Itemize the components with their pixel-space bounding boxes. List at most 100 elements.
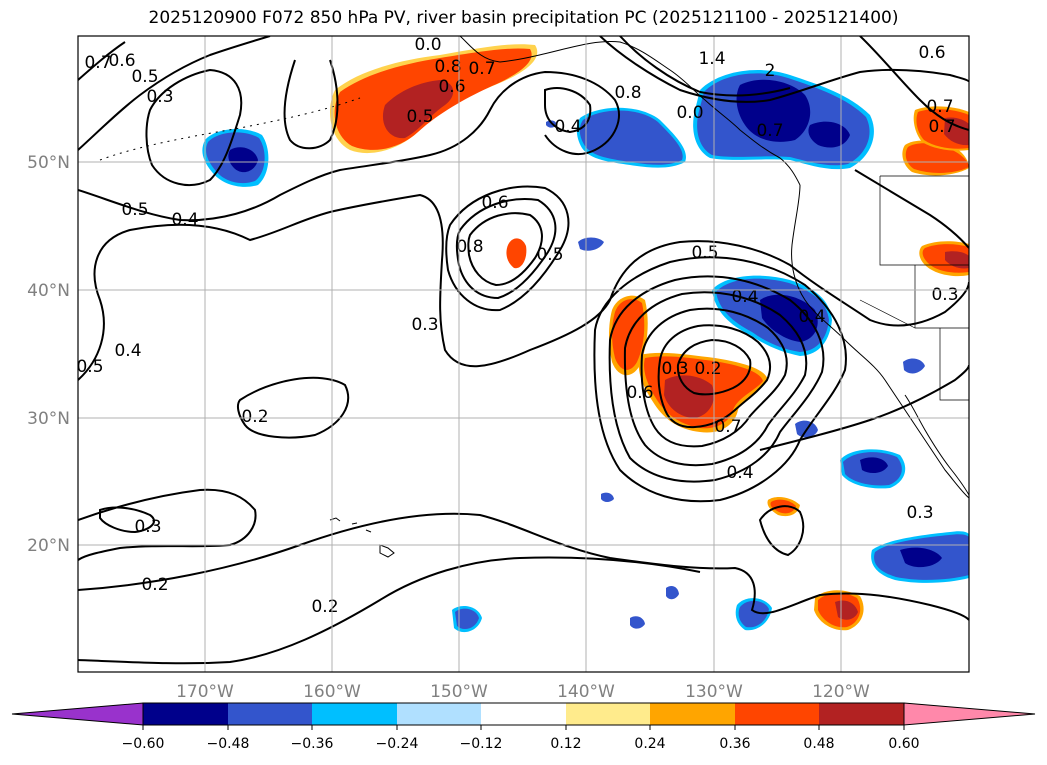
- pv-contour: [467, 212, 543, 287]
- colorbar-segment: [481, 703, 566, 725]
- colorbar-segment: [819, 703, 904, 725]
- pv-contour: [759, 364, 969, 451]
- colorbar-tick-label: 0.36: [719, 736, 750, 752]
- contour-label: 0.4: [171, 210, 198, 230]
- contour-label: 1.4: [698, 49, 725, 69]
- colorbar-segment: [312, 703, 397, 725]
- colorbar-segment: [566, 703, 650, 725]
- precip-area: [903, 358, 925, 374]
- contour-label: 0.7: [926, 97, 953, 117]
- pv-contour: [657, 324, 771, 429]
- contour-label: 0.7: [468, 59, 495, 79]
- colorbar-extend-low: [11, 702, 144, 726]
- contour-label: 0.5: [536, 245, 563, 265]
- contour-label: 0.7: [84, 53, 111, 73]
- pv-contour: [283, 59, 339, 150]
- precip-area: [228, 147, 258, 173]
- lon-label: 120°W: [812, 682, 870, 702]
- colorbar-segment: [650, 703, 735, 725]
- precip-area: [944, 117, 969, 146]
- contour-labels: 0.7 0.6 0.5 0.3 0.5 0.4 0.0 0.8 0.7 0.6 …: [76, 35, 959, 617]
- pv-contour: [78, 193, 969, 381]
- pv-contour: [145, 68, 243, 186]
- contour-label: 0.8: [456, 237, 483, 257]
- lon-axis-labels: 170°W 160°W 150°W 140°W 130°W 120°W: [176, 682, 870, 702]
- colorbar-segment: [735, 703, 819, 725]
- pv-contour: [758, 505, 805, 557]
- lat-axis-labels: 50°N 40°N 30°N 20°N: [27, 153, 70, 556]
- contour-label: 0.6: [108, 51, 135, 71]
- contour-label: 0.5: [691, 243, 718, 263]
- colorbar-tick-labels: −0.60 −0.48 −0.36 −0.24 −0.12 0.12 0.24 …: [122, 736, 920, 752]
- lat-label: 50°N: [27, 153, 70, 173]
- pv-contour: [99, 506, 155, 534]
- colorbar-tick-label: −0.60: [122, 736, 165, 752]
- lon-label: 130°W: [685, 682, 743, 702]
- precip-area: [666, 586, 679, 600]
- contour-label: 0.3: [411, 315, 438, 335]
- pv-contour: [640, 307, 788, 448]
- contour-label: 0.6: [626, 383, 653, 403]
- colorbar-tick-label: 0.12: [550, 736, 581, 752]
- contour-label: 0.6: [438, 77, 465, 97]
- contour-label: 0.5: [121, 200, 148, 220]
- pv-contour: [676, 338, 752, 396]
- pv-contour: [78, 488, 257, 561]
- alaska-coast: [459, 36, 801, 186]
- contour-label: 0.4: [726, 463, 753, 483]
- pv-contour: [854, 169, 969, 249]
- pv-contour: [544, 87, 592, 134]
- colorbar-tick-label: −0.36: [291, 736, 334, 752]
- lat-label: 40°N: [27, 281, 70, 301]
- coastlines: [99, 36, 969, 558]
- pv-contour: [593, 256, 847, 503]
- colorbar-tick-label: −0.12: [460, 736, 503, 752]
- pv-contour: [859, 36, 969, 131]
- pv-contour: [619, 36, 791, 97]
- map-title: 2025120900 F072 850 hPa PV, river basin …: [148, 8, 899, 28]
- lon-label: 160°W: [303, 682, 361, 702]
- precip-area: [900, 547, 942, 568]
- colorbar-tick-label: −0.24: [376, 736, 419, 752]
- contour-label: 0.5: [406, 107, 433, 127]
- contour-label: 0.7: [756, 121, 783, 141]
- precip-area: [382, 80, 454, 139]
- contour-label: 0.2: [241, 407, 268, 427]
- colorbar-segment: [143, 703, 228, 725]
- pv-contour: [78, 41, 126, 81]
- colorbar-tick-label: −0.48: [207, 736, 250, 752]
- precip-area: [760, 294, 818, 342]
- contour-label: 0.3: [661, 359, 688, 379]
- precip-area: [455, 608, 479, 630]
- precip-area: [905, 143, 969, 173]
- precip-area: [664, 375, 715, 418]
- contour-label: 0.5: [76, 357, 103, 377]
- contour-label: 0.0: [414, 35, 441, 55]
- lat-label: 20°N: [27, 536, 70, 556]
- lon-label: 150°W: [430, 682, 488, 702]
- hawaii-islands: [329, 517, 395, 558]
- contour-label: 0.7: [928, 117, 955, 137]
- contour-label: 2: [765, 61, 776, 81]
- contour-label: 0.2: [141, 575, 168, 595]
- pv-contour: [78, 556, 701, 665]
- contour-label: 0.3: [146, 87, 173, 107]
- contour-label: 0.2: [694, 359, 721, 379]
- contour-label: 0.6: [481, 193, 508, 213]
- colorbar-tick-label: 0.24: [634, 736, 665, 752]
- contour-label: 0.8: [434, 57, 461, 77]
- map-frame: [77, 35, 970, 673]
- contour-label: 0.6: [918, 43, 945, 63]
- pv-contour: [623, 291, 808, 467]
- baja-gulf-coast: [904, 394, 969, 496]
- pv-contour: [445, 185, 570, 312]
- west-coast: [791, 184, 969, 499]
- contour-label: 0.8: [614, 83, 641, 103]
- contour-label: 0.2: [311, 597, 338, 617]
- contour-label: 0.4: [114, 341, 141, 361]
- precip-area: [630, 616, 645, 629]
- contour-label: 0.4: [731, 287, 758, 307]
- precip-area: [860, 457, 888, 474]
- gridlines: [78, 36, 969, 672]
